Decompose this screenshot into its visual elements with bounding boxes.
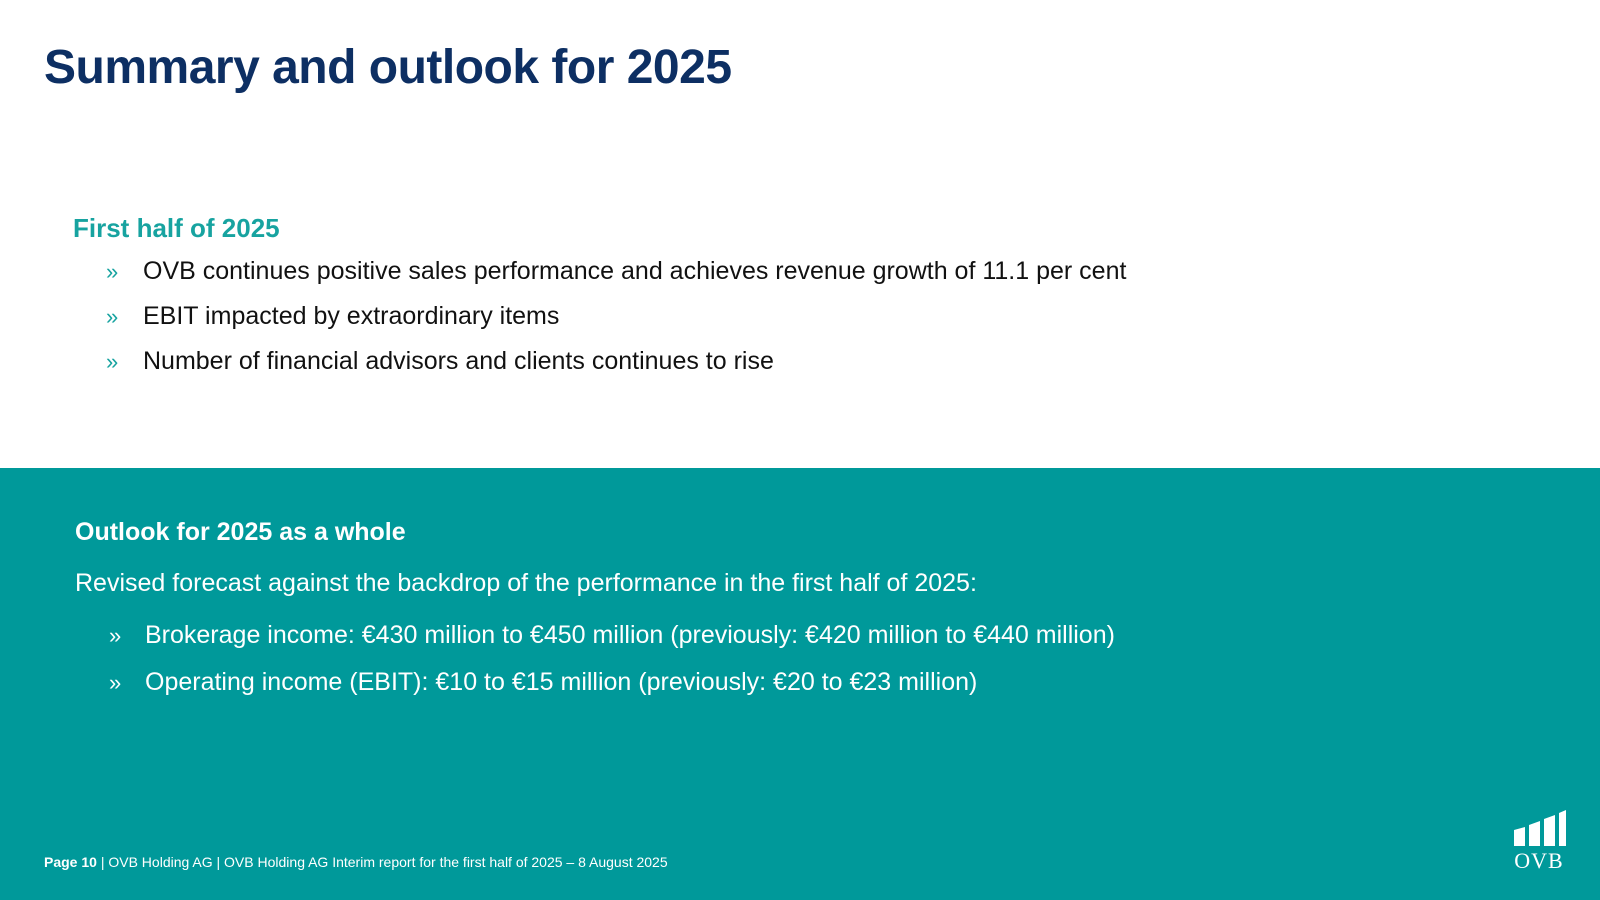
first-half-section: First half of 2025 » OVB continues posit… — [73, 213, 1473, 391]
list-item: » Number of financial advisors and clien… — [73, 346, 1473, 377]
page-title: Summary and outlook for 2025 — [44, 41, 732, 94]
bullet-marker: » — [106, 349, 119, 374]
bullet-marker: » — [109, 623, 122, 648]
footer: Page 10 | OVB Holding AG | OVB Holding A… — [44, 854, 668, 870]
list-item-text: Number of financial advisors and clients… — [143, 347, 774, 375]
ovb-logo: OVB — [1510, 808, 1572, 873]
first-half-heading: First half of 2025 — [73, 213, 280, 243]
footer-text: | OVB Holding AG | OVB Holding AG Interi… — [96, 854, 668, 870]
list-item-text: OVB continues positive sales performance… — [143, 257, 1127, 285]
list-item-text: Operating income (EBIT): €10 to €15 mill… — [145, 668, 978, 696]
outlook-intro: Revised forecast against the backdrop of… — [75, 569, 977, 597]
ovb-bars-icon — [1514, 810, 1566, 846]
list-item: » EBIT impacted by extraordinary items — [73, 301, 1473, 332]
outlook-panel: Outlook for 2025 as a whole Revised fore… — [0, 468, 1600, 900]
bullet-marker: » — [106, 304, 119, 329]
bullet-marker: » — [109, 670, 122, 695]
outlook-heading: Outlook for 2025 as a whole — [75, 518, 406, 546]
list-item-text: Brokerage income: €430 million to €450 m… — [145, 621, 1115, 649]
first-half-list: » OVB continues positive sales performan… — [73, 256, 1473, 377]
list-item: » OVB continues positive sales performan… — [73, 256, 1473, 287]
outlook-list: » Brokerage income: €430 million to €450… — [75, 620, 1475, 698]
bullet-marker: » — [106, 259, 119, 284]
logo-text: OVB — [1514, 848, 1564, 873]
list-item: » Operating income (EBIT): €10 to €15 mi… — [75, 667, 1475, 698]
page-number: Page 10 — [44, 854, 97, 870]
list-item: » Brokerage income: €430 million to €450… — [75, 620, 1475, 651]
list-item-text: EBIT impacted by extraordinary items — [143, 302, 560, 330]
outlook-section: Outlook for 2025 as a whole Revised fore… — [75, 518, 1475, 714]
